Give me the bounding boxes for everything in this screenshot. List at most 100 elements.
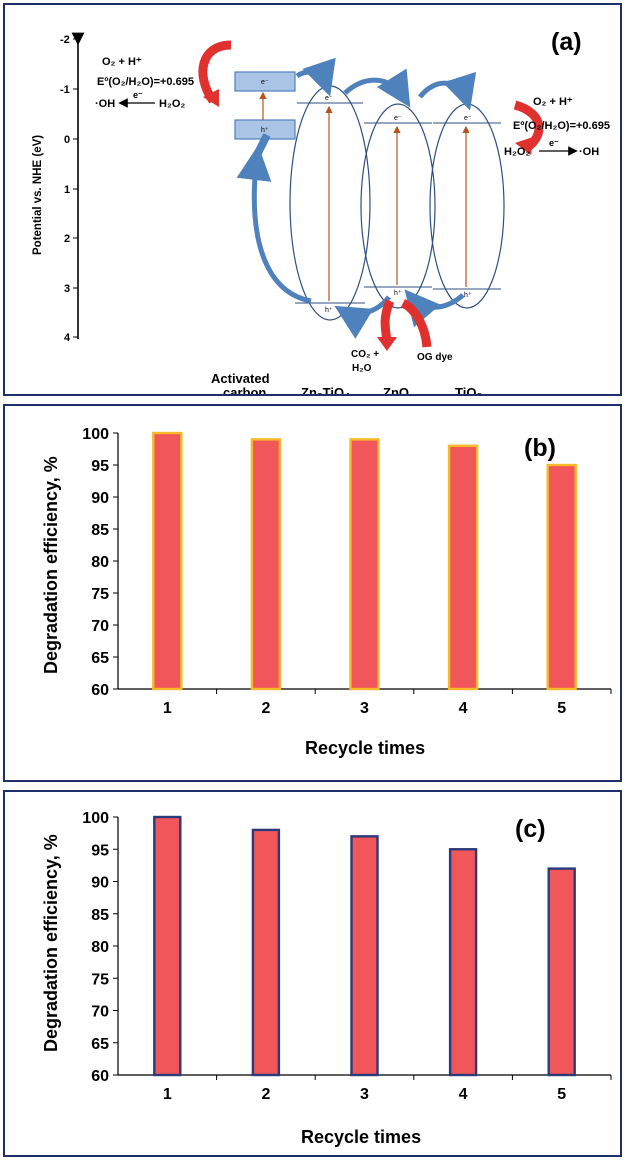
tick-label: -1 <box>60 84 70 96</box>
zn2tio4-electron-mark: e⁻ <box>325 95 333 102</box>
chart-c-ylabel: Degradation efficiency, % <box>41 834 61 1052</box>
right-reaction-reactant: H₂O₂ <box>504 146 530 158</box>
tio2-hole-mark: h⁺ <box>464 292 472 299</box>
left-reaction-line2: Eº(O₂/H₂O)=+0.695 <box>97 76 194 88</box>
bar <box>447 444 479 691</box>
ac-electron-mark: e⁻ <box>261 79 269 86</box>
products-line2: H₂O <box>352 363 372 374</box>
left-red-arrow <box>198 40 232 104</box>
tick-label: -2 <box>60 34 70 46</box>
electron-transfer-arrows <box>295 57 477 111</box>
y-tick-label: 85 <box>91 522 109 539</box>
zn2tio4-label: Zn₂TiO₄ <box>301 385 350 394</box>
y-tick-label: 70 <box>91 1004 109 1021</box>
y-tick-label: 80 <box>91 939 109 956</box>
y-tick-label: 90 <box>91 490 109 507</box>
y-tick-label: 75 <box>91 971 109 988</box>
excitation-arrows <box>325 105 470 301</box>
potential-axis-label: Potential vs. NHE (eV) <box>32 135 44 255</box>
zn2tio4-hole-mark: h⁺ <box>325 307 333 314</box>
ac-conduction-band <box>234 71 296 92</box>
left-reaction-product: ·OH <box>95 98 115 110</box>
right-reaction-line1: O₂ + H⁺ <box>533 96 573 108</box>
left-reaction-reactant: H₂O₂ <box>159 98 185 110</box>
zno-hole-mark: h⁺ <box>394 290 402 297</box>
chart-c-svg: (c) Degradation efficiency, % Recycle ti… <box>41 810 612 1147</box>
chart-b-ylabel: Degradation efficiency, % <box>41 456 61 674</box>
tick-label: 3 <box>64 283 70 295</box>
panel-c-bar-chart: (c) Degradation efficiency, % Recycle ti… <box>3 790 622 1157</box>
y-tick-label: 65 <box>91 1036 109 1053</box>
band-edges <box>295 102 501 304</box>
ac-label-line1: Activated <box>211 371 270 386</box>
x-tick-label: 3 <box>360 700 369 717</box>
ac-hole-mark: h⁺ <box>261 127 269 134</box>
tio2-label: TiO₂ <box>455 385 482 394</box>
zno-label: ZnO <box>383 385 409 394</box>
right-reaction: O₂ + H⁺ Eº(O₂/H₂O)=+0.695 H₂O₂ e⁻ ·OH <box>504 96 610 158</box>
zn2tio4-band-ellipse <box>289 85 371 321</box>
tick-label: 2 <box>64 233 70 245</box>
y-tick-label: 100 <box>82 426 109 443</box>
products-red-arrowhead <box>377 337 397 351</box>
y-tick-label: 95 <box>91 842 109 859</box>
bar <box>349 438 380 691</box>
tio2-band-ellipse <box>429 103 505 309</box>
tick-label: 1 <box>64 184 70 196</box>
ac-label-line2: carbon <box>223 385 266 394</box>
x-tick-label: 3 <box>360 1086 369 1103</box>
band-charge-marks: e⁻ h⁺ e⁻ h⁺ e⁻ h⁺ <box>325 95 472 314</box>
y-tick-label: 65 <box>91 650 109 667</box>
zno-electron-mark: e⁻ <box>394 115 402 122</box>
bar <box>547 867 576 1077</box>
tick-label: 0 <box>64 134 70 146</box>
x-tick-label: 4 <box>459 1086 468 1103</box>
degradation-labels: CO₂ + H₂O OG dye <box>351 349 453 374</box>
dye-label: OG dye <box>417 352 453 363</box>
y-tick-label: 100 <box>82 810 109 827</box>
left-red-arrowhead <box>203 89 219 107</box>
material-labels: Activated carbon Zn₂TiO₄ ZnO TiO₂ <box>211 371 482 394</box>
zno-band-ellipse <box>360 103 436 309</box>
x-tick-label: 2 <box>261 1086 270 1103</box>
panel-b-label: (b) <box>524 434 556 462</box>
x-tick-label: 5 <box>557 700 566 717</box>
chart-c-xlabel: Recycle times <box>301 1127 421 1147</box>
products-line1: CO₂ + <box>351 349 379 360</box>
tick-label: 4 <box>64 332 71 344</box>
y-tick-label: 85 <box>91 907 109 924</box>
chart-b-svg: (b) Degradation efficiency, % Recycle ti… <box>41 426 612 758</box>
bar <box>152 431 183 691</box>
x-tick-label: 2 <box>261 700 270 717</box>
y-tick-label: 60 <box>91 682 109 699</box>
y-tick-label: 60 <box>91 1068 109 1085</box>
y-tick-label: 70 <box>91 618 109 635</box>
x-tick-label: 1 <box>163 1086 172 1103</box>
left-reaction-electron: e⁻ <box>133 90 143 100</box>
dye-red-arrow <box>400 298 432 348</box>
x-tick-label: 1 <box>163 700 172 717</box>
left-reaction-line1: O₂ + H⁺ <box>102 56 142 68</box>
x-tick-label: 4 <box>459 700 468 717</box>
x-tick-label: 5 <box>557 1086 566 1103</box>
hole-to-ac-arrow <box>253 133 271 157</box>
bar <box>251 828 281 1077</box>
panel-c-label: (c) <box>515 815 546 843</box>
potential-ticks: -2 -1 0 1 2 3 4 <box>60 34 78 344</box>
panel-a-band-diagram: (a) -2 -1 0 1 2 3 4 Potential vs. NHE (e… <box>3 3 622 396</box>
bar <box>153 815 182 1077</box>
y-tick-label: 75 <box>91 586 109 603</box>
bar <box>250 438 282 691</box>
y-tick-label: 95 <box>91 458 109 475</box>
tio2-electron-mark: e⁻ <box>464 115 472 122</box>
right-reaction-line2: Eº(O₂/H₂O)=+0.695 <box>513 120 610 132</box>
panel-b-bar-chart: (b) Degradation efficiency, % Recycle ti… <box>3 404 622 782</box>
right-reaction-electron: e⁻ <box>549 138 559 148</box>
band-diagram-svg: (a) -2 -1 0 1 2 3 4 Potential vs. NHE (e… <box>32 28 610 394</box>
chart-b-xlabel: Recycle times <box>305 738 425 758</box>
panel-a-label: (a) <box>551 28 582 56</box>
products-red-arrow <box>380 299 395 342</box>
bar <box>546 463 577 691</box>
right-reaction-product: ·OH <box>579 146 599 158</box>
bar <box>350 835 379 1077</box>
